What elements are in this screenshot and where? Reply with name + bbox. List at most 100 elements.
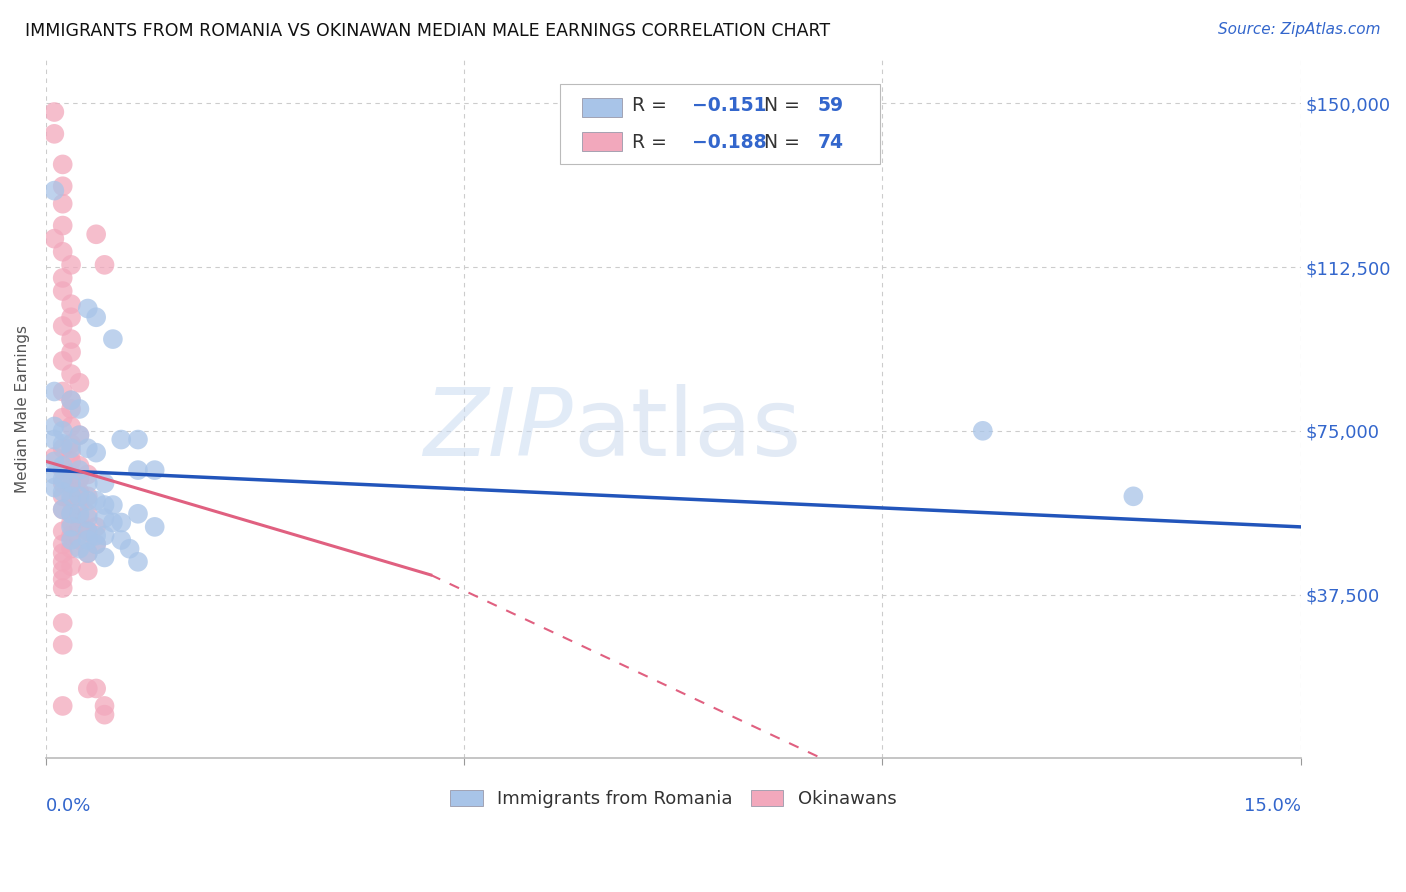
Point: [76, 489, 98, 503]
Point: [67, 489, 90, 503]
Point: [52, 463, 75, 477]
Point: [52, 354, 75, 368]
Point: [52, 476, 75, 491]
Point: [76, 476, 98, 491]
Point: [84, 537, 107, 551]
Point: [60, 481, 83, 495]
Point: [76, 564, 98, 578]
Point: [67, 485, 90, 500]
Point: [127, 507, 149, 521]
Point: [52, 485, 75, 500]
Point: [44, 450, 66, 464]
Point: [60, 541, 83, 556]
Point: [60, 493, 83, 508]
Point: [52, 564, 75, 578]
Point: [60, 507, 83, 521]
Point: [52, 581, 75, 595]
Point: [44, 454, 66, 468]
Point: [60, 332, 83, 346]
Point: [52, 410, 75, 425]
Point: [44, 184, 66, 198]
Point: [60, 401, 83, 416]
Point: [67, 428, 90, 442]
Point: [76, 507, 98, 521]
Point: [1122, 489, 1144, 503]
Point: [101, 498, 124, 512]
Point: [52, 157, 75, 171]
Text: 74: 74: [818, 133, 844, 152]
Point: [52, 196, 75, 211]
Text: ZIP: ZIP: [423, 384, 572, 475]
Point: [52, 615, 75, 630]
Point: [76, 533, 98, 547]
Point: [60, 454, 83, 468]
Point: [93, 476, 115, 491]
Point: [52, 698, 75, 713]
Point: [76, 546, 98, 560]
Point: [84, 445, 107, 459]
Text: −0.151: −0.151: [692, 96, 766, 115]
Point: [67, 507, 90, 521]
Point: [76, 493, 98, 508]
Text: −0.188: −0.188: [692, 133, 766, 152]
Point: [60, 310, 83, 325]
Point: [52, 437, 75, 451]
Point: [93, 550, 115, 565]
Point: [52, 572, 75, 586]
Text: R =: R =: [631, 133, 673, 152]
Point: [84, 681, 107, 696]
Point: [52, 524, 75, 539]
Point: [52, 284, 75, 298]
Text: 0.0%: 0.0%: [46, 797, 91, 814]
Point: [52, 489, 75, 503]
Point: [143, 520, 166, 534]
Point: [52, 318, 75, 333]
Point: [84, 310, 107, 325]
Point: [84, 227, 107, 242]
Point: [44, 419, 66, 434]
Point: [93, 498, 115, 512]
Point: [52, 555, 75, 569]
Point: [76, 524, 98, 539]
Text: N =: N =: [763, 96, 806, 115]
Point: [67, 520, 90, 534]
Point: [67, 541, 90, 556]
Point: [101, 516, 124, 530]
Point: [60, 516, 83, 530]
Legend: Immigrants from Romania, Okinawans: Immigrants from Romania, Okinawans: [443, 783, 904, 815]
Point: [60, 507, 83, 521]
Point: [60, 393, 83, 408]
Point: [67, 463, 90, 477]
Text: R =: R =: [631, 96, 673, 115]
Point: [52, 271, 75, 285]
Point: [118, 541, 141, 556]
Point: [44, 467, 66, 482]
Point: [60, 445, 83, 459]
Point: [93, 698, 115, 713]
Point: [127, 433, 149, 447]
Point: [84, 520, 107, 534]
Point: [60, 442, 83, 456]
Point: [101, 332, 124, 346]
Text: atlas: atlas: [572, 384, 801, 476]
Point: [60, 559, 83, 574]
Point: [972, 424, 994, 438]
Point: [76, 301, 98, 316]
Point: [127, 555, 149, 569]
Y-axis label: Median Male Earnings: Median Male Earnings: [15, 325, 30, 493]
Point: [52, 384, 75, 399]
Point: [60, 533, 83, 547]
Point: [110, 516, 132, 530]
Point: [67, 401, 90, 416]
Text: Source: ZipAtlas.com: Source: ZipAtlas.com: [1218, 22, 1381, 37]
Point: [67, 511, 90, 525]
Point: [52, 179, 75, 194]
Point: [93, 528, 115, 542]
Point: [44, 232, 66, 246]
Point: [52, 219, 75, 233]
Point: [76, 511, 98, 525]
Point: [52, 537, 75, 551]
Point: [60, 520, 83, 534]
Point: [52, 502, 75, 516]
Point: [52, 638, 75, 652]
